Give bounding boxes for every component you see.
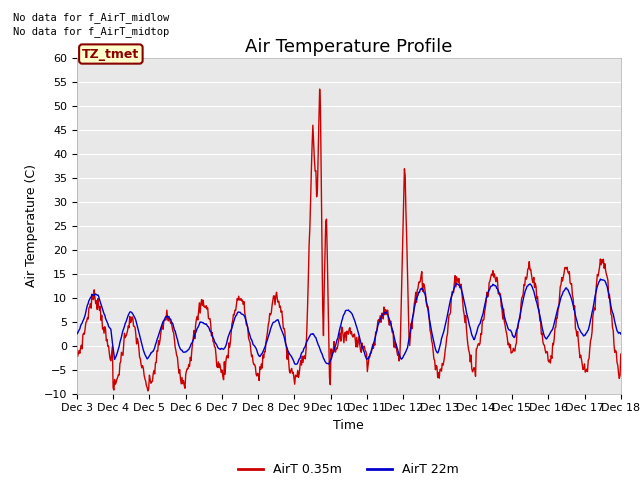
Legend: AirT 0.35m, AirT 22m: AirT 0.35m, AirT 22m xyxy=(234,458,464,480)
Text: No data for f_AirT_midtop: No data for f_AirT_midtop xyxy=(13,26,169,37)
Text: TZ_tmet: TZ_tmet xyxy=(82,48,140,60)
X-axis label: Time: Time xyxy=(333,419,364,432)
Y-axis label: Air Temperature (C): Air Temperature (C) xyxy=(25,164,38,287)
Text: No data for f_AirT_midlow: No data for f_AirT_midlow xyxy=(13,12,169,23)
Title: Air Temperature Profile: Air Temperature Profile xyxy=(245,38,452,56)
